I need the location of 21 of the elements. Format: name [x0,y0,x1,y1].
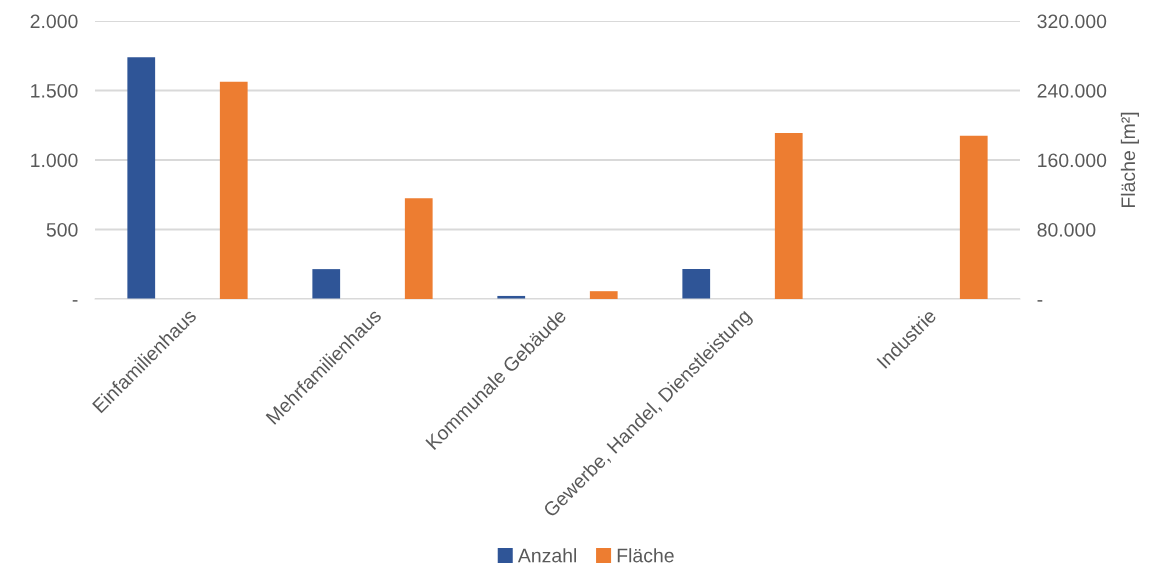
y2-tick-label: - [1037,300,1043,302]
legend-label: Fläche [617,548,674,563]
y-tick-label: 1.500 [31,83,78,98]
y2-tick-label: 80.000 [1037,222,1096,237]
y2-axis-title: Fläche [m²] [1120,112,1139,208]
y-tick-label: - [72,300,78,302]
bar [682,268,711,299]
bar [312,269,341,299]
bar [959,135,988,299]
y-tick-label: 1.000 [31,153,78,168]
y2-tick-label: 160.000 [1038,153,1107,168]
bar [589,291,618,299]
bar [404,198,433,299]
bar [774,133,803,299]
bar [127,57,156,299]
y-tick-label: 2.000 [30,14,78,29]
y2-tick-label: 320.000 [1037,14,1107,29]
y2-tick-label: 240.000 [1037,83,1107,98]
bar [219,81,248,299]
y-tick-label: 500 [46,222,78,237]
legend-label: Anzahl [517,548,577,563]
